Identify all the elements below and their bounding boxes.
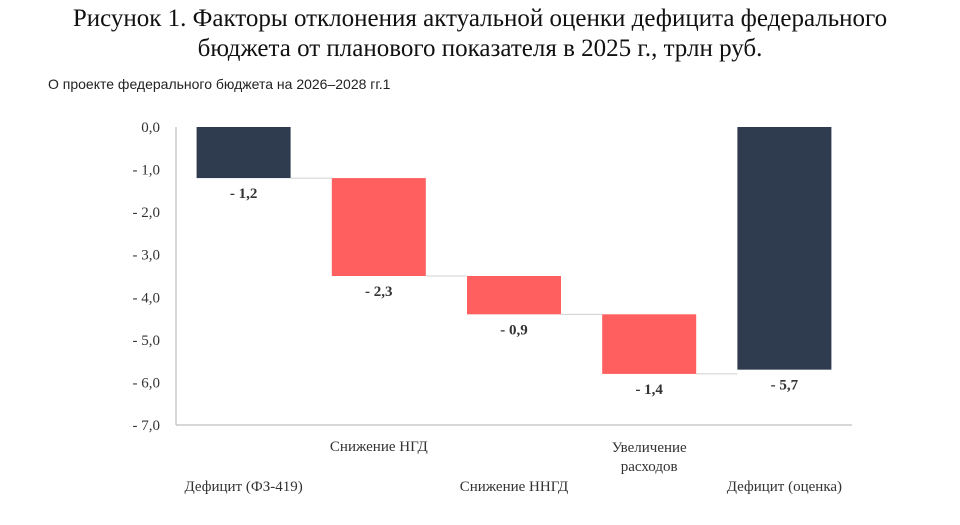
connector-layer [290,177,738,375]
y-tick-label: - 2,0 [133,205,161,221]
x-tick-label-1: Дефицит (ФЗ-419) [184,479,302,495]
y-tick-label: - 7,0 [133,418,161,434]
label-layer: - 1,2 - 2,3 - 0,9 - 1,4 - 5,7 Дефицит (ФЗ-419… [184,186,842,495]
bar-layer [196,127,832,374]
data-label-1: - 1,2 [230,186,258,202]
bar-4 [602,314,697,374]
bar-2 [331,178,426,276]
chart-title: Рисунок 1. Факторы отклонения актуальной… [0,4,960,64]
chart-subtitle: О проекте федерального бюджета на 2026–2… [48,76,391,92]
y-tick-label: - 6,0 [133,375,161,391]
x-tick-label-5: Дефицит (оценка) [727,479,842,495]
x-tick-label-2: Снижение НГД [330,439,428,455]
x-tick-label-4: Увеличение расходов [612,440,687,475]
data-label-4: - 1,4 [635,382,663,398]
data-label-3: - 0,9 [500,322,528,338]
chart-title-line-1: Рисунок 1. Факторы отклонения актуальной… [72,5,888,32]
y-tick-label: 0,0 [141,120,160,136]
bar-1 [196,127,291,179]
chart-title-line-2: бюджета от планового показателя в 2025 г… [197,35,763,62]
data-label-5: - 5,7 [771,378,799,394]
y-tick-label: - 4,0 [133,290,161,306]
data-label-2: - 2,3 [365,284,393,300]
bar-5 [737,127,832,370]
bar-3 [467,276,561,315]
y-tick-label: - 1,0 [133,163,161,179]
x-tick-label-3: Снижение ННГД [460,479,569,495]
axis-layer: 0,0 - 1,0 - 2,0 - 3,0 - 4,0 - 5,0 - 6,0 - 7,0 [133,120,852,434]
y-tick-label: - 5,0 [133,333,161,349]
y-tick-label: - 3,0 [133,248,161,264]
